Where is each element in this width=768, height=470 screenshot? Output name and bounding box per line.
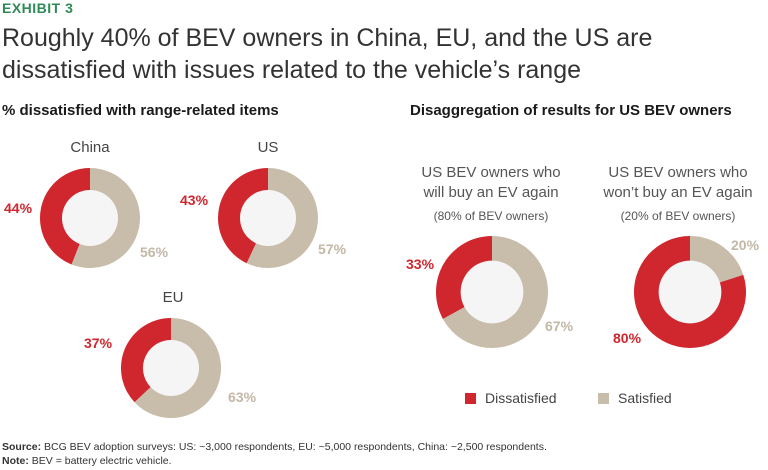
- eu-donut-hole: [143, 340, 199, 396]
- legend-satisfied: Satisfied: [598, 390, 672, 406]
- china-donut-title: China: [70, 139, 110, 156]
- source-label: Source:: [2, 441, 42, 453]
- chart-title-line-2: dissatisfied with issues related to the …: [2, 56, 582, 84]
- wont-buy-caption-line-1: US BEV owners who: [608, 164, 748, 181]
- wont-buy-share: (20% of BEV owners): [620, 209, 736, 223]
- wont-buy-satisfied-label: 20%: [731, 237, 760, 253]
- eu-donut: [121, 318, 221, 418]
- chart-title: Roughly 40% of BEV owners in China, EU, …: [2, 22, 762, 86]
- note-label: Note:: [2, 455, 29, 467]
- eu-donut-title: EU: [162, 289, 184, 306]
- china-donut: [40, 168, 141, 268]
- us-donut-title: US: [257, 139, 279, 156]
- will-buy-donut-hole: [460, 260, 524, 324]
- note: Note: BEV = battery electric vehicle.: [2, 455, 172, 467]
- will-buy-share: (80% of BEV owners): [433, 209, 549, 223]
- source-text: BCG BEV adoption surveys: US: ~3,000 res…: [41, 441, 547, 453]
- left-section-heading: % dissatisfied with range-related items: [2, 102, 279, 119]
- right-section-heading: Disaggregation of results for US BEV own…: [410, 102, 732, 119]
- wont-buy-dissatisfied-label: 80%: [613, 330, 642, 346]
- legend-dissatisfied-label: Dissatisfied: [485, 390, 557, 406]
- china-donut-hole: [62, 190, 118, 246]
- chart-title-line-1: Roughly 40% of BEV owners in China, EU, …: [2, 24, 653, 52]
- china-satisfied-label: 56%: [140, 244, 169, 260]
- will-buy-donut: [436, 236, 548, 348]
- will-buy-dissatisfied-label: 33%: [406, 256, 435, 272]
- legend-satisfied-swatch: [598, 392, 609, 404]
- wont-buy-caption-line-2: won’t buy an EV again: [603, 184, 753, 201]
- legend-satisfied-label: Satisfied: [618, 390, 672, 406]
- will-buy-caption: US BEV owners who will buy an EV again (…: [401, 163, 581, 223]
- will-buy-satisfied-label: 67%: [545, 318, 574, 334]
- wont-buy-caption: US BEV owners who won’t buy an EV again …: [588, 163, 768, 223]
- legend-dissatisfied-swatch: [465, 392, 476, 404]
- wont-buy-donut: [634, 236, 746, 348]
- us-donut-hole: [240, 190, 296, 246]
- china-dissatisfied-label: 44%: [4, 200, 33, 216]
- source-note: Source: BCG BEV adoption surveys: US: ~3…: [2, 441, 547, 453]
- us-dissatisfied-label: 43%: [180, 192, 209, 208]
- us-donut: [218, 168, 318, 268]
- will-buy-caption-line-2: will buy an EV again: [423, 184, 559, 201]
- will-buy-caption-line-1: US BEV owners who: [421, 164, 561, 181]
- note-text: BEV = battery electric vehicle.: [28, 455, 172, 467]
- wont-buy-donut-hole: [658, 260, 722, 324]
- eu-satisfied-label: 63%: [228, 389, 257, 405]
- exhibit-label: EXHIBIT 3: [2, 0, 74, 16]
- us-satisfied-label: 57%: [318, 241, 347, 257]
- eu-dissatisfied-label: 37%: [84, 335, 113, 351]
- legend-dissatisfied: Dissatisfied: [465, 390, 557, 406]
